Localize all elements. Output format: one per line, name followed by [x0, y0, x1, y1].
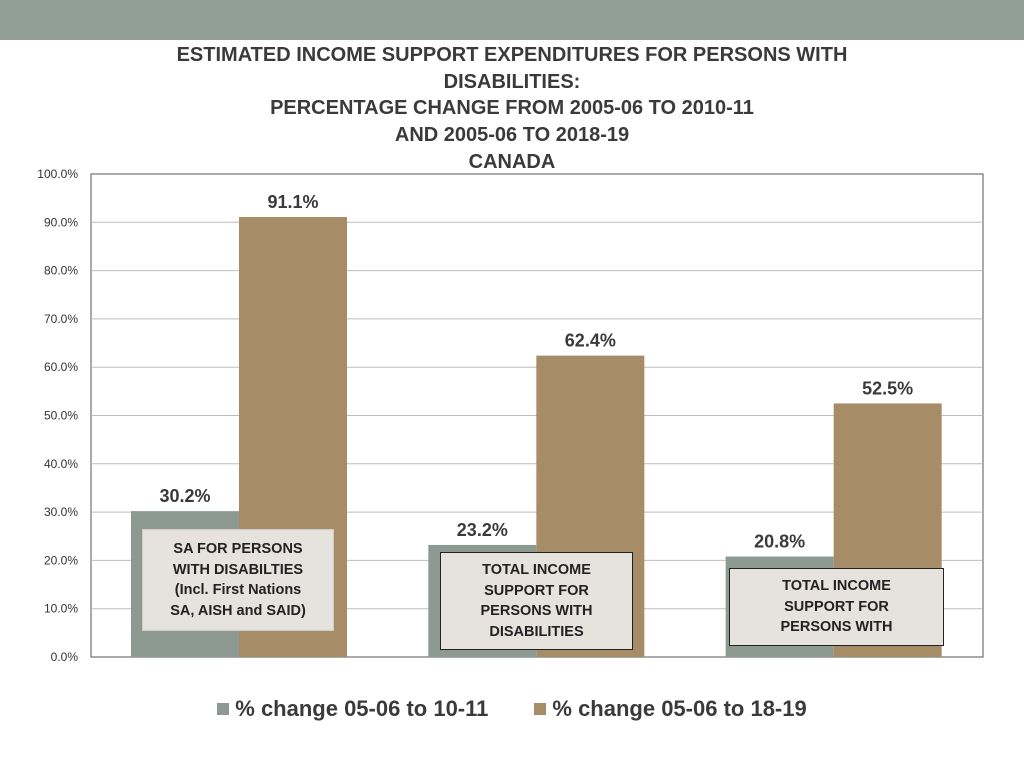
- y-tick-label: 20.0%: [44, 553, 78, 567]
- title-line: ESTIMATED INCOME SUPPORT EXPENDITURES FO…: [176, 44, 848, 66]
- data-label: 30.2%: [159, 486, 210, 506]
- chart-title: ESTIMATED INCOME SUPPORT EXPENDITURES FO…: [0, 42, 1024, 176]
- legend-item: % change 05-06 to 18-19: [534, 696, 807, 722]
- legend-swatch: [534, 703, 547, 715]
- category-label-box: TOTAL INCOME SUPPORT FOR PERSONS WITH: [729, 568, 944, 646]
- category-label: TOTAL INCOME SUPPORT FOR PERSONS WITH DI…: [480, 562, 593, 640]
- y-tick-label: 70.0%: [44, 312, 78, 326]
- legend-swatch: [217, 703, 230, 715]
- y-tick-label: 90.0%: [44, 215, 78, 229]
- y-tick-label: 50.0%: [44, 409, 78, 423]
- y-tick-label: 40.0%: [44, 457, 78, 471]
- legend: % change 05-06 to 10-11 % change 05-06 t…: [0, 694, 1024, 724]
- category-label-box: TOTAL INCOME SUPPORT FOR PERSONS WITH DI…: [440, 552, 633, 650]
- category-label: SA FOR PERSONS WITH DISABILTIES (Incl. F…: [170, 541, 306, 619]
- title-line: CANADA: [468, 151, 556, 173]
- category-label-box: SA FOR PERSONS WITH DISABILTIES (Incl. F…: [142, 529, 334, 631]
- data-label: 91.1%: [267, 192, 318, 212]
- y-tick-label: 60.0%: [44, 360, 78, 374]
- data-label: 20.8%: [754, 532, 805, 552]
- title-line: DISABILITIES:: [443, 71, 581, 93]
- legend-label: % change 05-06 to 18-19: [552, 696, 807, 721]
- y-tick-label: 100.0%: [37, 167, 78, 181]
- top-banner: [0, 0, 1024, 40]
- y-tick-label: 80.0%: [44, 264, 78, 278]
- title-line: AND 2005-06 TO 2018-19: [394, 124, 630, 146]
- y-tick-label: 0.0%: [51, 650, 79, 664]
- y-tick-label: 30.0%: [44, 505, 78, 519]
- title-line: PERCENTAGE CHANGE FROM 2005-06 TO 2010-1…: [270, 97, 754, 119]
- category-label: TOTAL INCOME SUPPORT FOR PERSONS WITH: [780, 578, 893, 636]
- legend-label: % change 05-06 to 10-11: [235, 696, 489, 721]
- y-tick-label: 10.0%: [44, 602, 78, 616]
- data-label: 23.2%: [457, 520, 508, 540]
- legend-item: % change 05-06 to 10-11: [217, 696, 488, 722]
- data-label: 52.5%: [862, 378, 913, 398]
- data-label: 62.4%: [565, 331, 616, 351]
